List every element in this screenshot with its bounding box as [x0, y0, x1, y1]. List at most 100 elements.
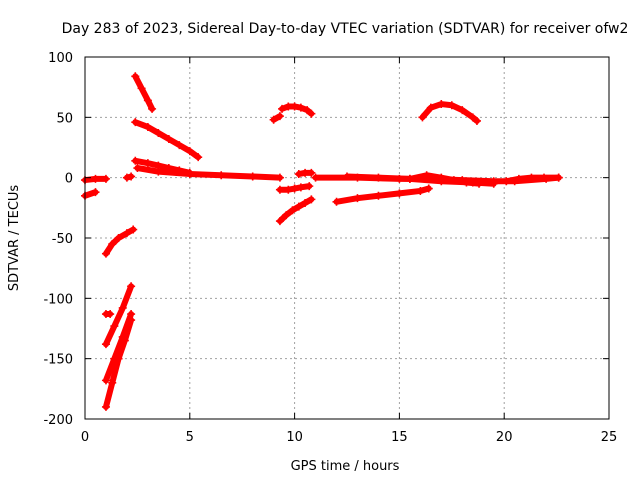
series-arc-13: [269, 112, 284, 124]
data-point: [554, 173, 563, 182]
data-point: [422, 171, 431, 180]
data-point: [437, 100, 446, 109]
data-point: [101, 174, 110, 183]
data-point: [405, 174, 414, 183]
y-tick-label: -100: [43, 292, 73, 307]
series-arc-8: [122, 172, 136, 182]
data-point: [127, 316, 136, 325]
series-arc-14: [278, 102, 316, 118]
data-point: [101, 402, 110, 411]
series-arc-17: [294, 168, 316, 179]
data-point: [275, 112, 284, 121]
data-point: [353, 194, 362, 203]
y-tick-label: 0: [65, 172, 73, 187]
series-arc-4: [131, 72, 157, 113]
data-point: [301, 199, 310, 208]
x-tick-label: 15: [391, 430, 408, 445]
data-point: [164, 135, 173, 144]
y-tick-label: 50: [56, 111, 73, 126]
data-point: [489, 179, 498, 188]
data-point: [110, 322, 119, 331]
data-point: [472, 116, 481, 125]
data-point: [514, 174, 523, 183]
data-point: [424, 184, 433, 193]
data-point: [437, 173, 446, 182]
data-point: [332, 197, 341, 206]
ticks: [84, 56, 610, 420]
series-arc-9: [101, 310, 115, 319]
data-point: [269, 115, 278, 124]
series-arc-12: [101, 316, 136, 411]
data-point: [447, 101, 456, 110]
y-tick-label: -50: [52, 232, 73, 247]
data-point: [275, 185, 284, 194]
data-point: [374, 173, 383, 182]
series-arc-23: [502, 173, 563, 186]
y-tick-label: -150: [43, 353, 73, 368]
data-point: [248, 172, 257, 181]
x-axis-label: GPS time / hours: [291, 459, 400, 474]
data-layer: [81, 72, 563, 411]
data-point: [296, 183, 305, 192]
series-arc-15: [275, 182, 314, 194]
series-arc-22: [418, 100, 481, 125]
data-point: [311, 173, 320, 182]
x-tick-label: 20: [496, 430, 513, 445]
data-point: [275, 173, 284, 182]
data-point: [120, 336, 129, 345]
data-point: [527, 173, 536, 182]
data-point: [296, 103, 305, 112]
y-tick-label: 100: [48, 51, 73, 66]
data-point: [284, 185, 293, 194]
series-arc-3: [101, 225, 138, 258]
data-point: [101, 249, 110, 258]
data-point: [101, 376, 110, 385]
data-point: [418, 113, 427, 122]
data-point: [114, 354, 123, 363]
data-point: [118, 303, 127, 312]
data-point: [185, 147, 194, 156]
data-point: [143, 96, 152, 105]
data-point: [303, 106, 312, 115]
data-point: [307, 195, 316, 204]
data-point: [108, 378, 117, 387]
data-point: [133, 164, 142, 173]
data-point: [374, 191, 383, 200]
data-point: [143, 159, 152, 168]
data-point: [343, 172, 351, 181]
data-point: [540, 173, 549, 182]
x-tick-labels: 0 5 10 15 20 25: [81, 430, 617, 445]
data-point: [143, 122, 152, 131]
y-axis-label: SDTVAR / TECUs: [7, 185, 22, 292]
y-tick-labels: -200 -150 -100 -50 0 50 100: [43, 51, 73, 428]
data-point: [290, 184, 299, 193]
x-tick-label: 0: [81, 430, 89, 445]
data-point: [305, 182, 314, 191]
series-arc-16: [275, 195, 316, 226]
series-arc-19: [332, 184, 433, 206]
data-point: [395, 189, 404, 198]
data-point: [185, 170, 194, 179]
data-point: [114, 234, 123, 242]
data-point: [416, 186, 425, 195]
data-point: [307, 168, 316, 177]
data-point: [294, 202, 303, 211]
data-point: [194, 153, 203, 162]
data-point: [154, 129, 163, 138]
data-point: [91, 188, 100, 197]
data-point: [475, 179, 484, 188]
series-trace: [132, 73, 156, 112]
data-point: [288, 206, 297, 215]
data-point: [502, 177, 511, 186]
data-point: [275, 217, 284, 226]
series-arc-7: [133, 164, 284, 182]
data-point: [131, 72, 140, 81]
data-point: [108, 240, 117, 249]
data-point: [91, 174, 100, 183]
data-point: [122, 229, 131, 238]
x-tick-label: 25: [601, 430, 618, 445]
series-arc-10: [101, 282, 136, 349]
data-point: [175, 141, 184, 150]
